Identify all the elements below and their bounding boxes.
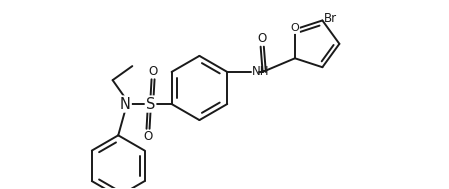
Text: NH: NH xyxy=(251,65,269,78)
Text: O: O xyxy=(143,130,153,143)
Text: O: O xyxy=(291,23,299,33)
Text: N: N xyxy=(120,97,131,112)
Text: O: O xyxy=(149,65,158,78)
Text: Br: Br xyxy=(323,12,337,25)
Text: S: S xyxy=(146,97,155,112)
Text: O: O xyxy=(258,32,267,45)
